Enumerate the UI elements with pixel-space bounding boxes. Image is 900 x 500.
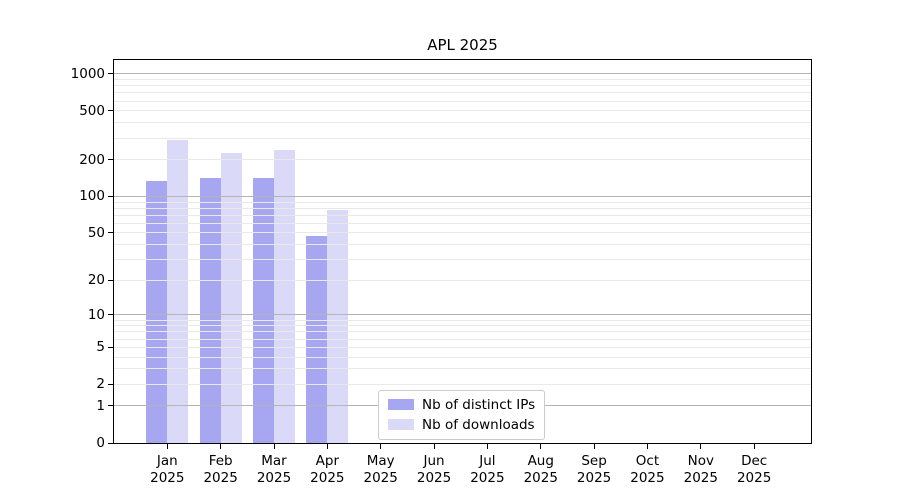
legend-item-downloads: Nb of downloads <box>388 416 535 433</box>
bar-downloads <box>220 152 242 443</box>
y-tick-mark <box>108 383 113 385</box>
x-tick-label: Jan 2025 <box>150 453 185 486</box>
x-tick-label: Apr 2025 <box>310 453 345 486</box>
x-tick-label: Feb 2025 <box>203 453 238 486</box>
x-tick-mark <box>646 444 648 449</box>
y-tick-label: 200 <box>79 151 105 168</box>
minor-gridline <box>114 319 811 321</box>
legend: Nb of distinct IPs Nb of downloads <box>378 390 546 440</box>
x-tick-mark <box>593 444 595 449</box>
minor-gridline <box>114 122 811 124</box>
minor-gridline <box>114 259 811 261</box>
x-tick-mark <box>433 444 435 449</box>
x-tick-mark <box>273 444 275 449</box>
minor-gridline <box>114 325 811 327</box>
minor-gridline <box>114 201 811 203</box>
major-gridline <box>114 73 811 75</box>
minor-gridline <box>114 346 811 348</box>
minor-gridline <box>114 331 811 333</box>
bar-distinct-ips <box>253 177 274 443</box>
x-tick-label: Nov 2025 <box>683 453 718 486</box>
x-tick-mark <box>753 444 755 449</box>
x-tick-mark <box>220 444 222 449</box>
x-tick-mark <box>540 444 542 449</box>
y-tick-mark <box>108 346 113 348</box>
x-tick-label: Aug 2025 <box>523 453 558 486</box>
bar-distinct-ips <box>146 180 168 443</box>
y-tick-mark <box>108 195 113 197</box>
x-tick-label: Sep 2025 <box>576 453 612 486</box>
minor-gridline <box>114 92 811 94</box>
y-tick-label: 5 <box>96 339 105 356</box>
minor-gridline <box>114 137 811 139</box>
y-tick-label: 10 <box>87 306 105 323</box>
minor-gridline <box>114 383 811 385</box>
grid-layer <box>114 60 811 443</box>
minor-gridline <box>114 85 811 87</box>
y-tick-mark <box>108 73 113 75</box>
legend-swatch-downloads <box>388 419 414 430</box>
bar-distinct-ips <box>306 236 328 443</box>
x-tick-mark <box>486 444 488 449</box>
legend-label-downloads: Nb of downloads <box>422 416 535 433</box>
y-tick-label: 1 <box>96 397 105 414</box>
minor-gridline <box>114 214 811 216</box>
bar-distinct-ips <box>199 177 221 443</box>
minor-gridline <box>114 207 811 209</box>
y-tick-label: 0 <box>96 435 105 451</box>
y-tick-mark <box>108 314 113 316</box>
y-tick-mark <box>108 405 113 407</box>
minor-gridline <box>114 279 811 281</box>
y-tick-mark <box>108 279 113 281</box>
x-tick-label: May 2025 <box>363 453 398 486</box>
y-tick-mark <box>108 159 113 161</box>
x-tick-label: Jul 2025 <box>470 453 505 486</box>
minor-gridline <box>114 222 811 224</box>
minor-gridline <box>114 356 811 358</box>
minor-gridline <box>114 338 811 340</box>
legend-swatch-distinct-ips <box>388 399 414 410</box>
y-tick-label: 20 <box>87 272 105 289</box>
y-tick-mark <box>108 232 113 234</box>
y-tick-label: 2 <box>96 376 105 393</box>
y-tick-label: 500 <box>79 102 105 119</box>
minor-gridline <box>114 100 811 102</box>
minor-gridline <box>114 79 811 81</box>
x-tick-label: Jun 2025 <box>416 453 452 486</box>
plot-area <box>113 59 812 444</box>
minor-gridline <box>114 159 811 161</box>
minor-gridline <box>114 368 811 370</box>
minor-gridline <box>114 244 811 246</box>
chart-title: APL 2025 <box>427 36 498 54</box>
y-tick-mark <box>108 110 113 112</box>
minor-gridline <box>114 232 811 234</box>
x-tick-mark <box>326 444 328 449</box>
y-tick-label: 100 <box>79 188 105 205</box>
y-tick-label: 50 <box>87 224 105 241</box>
y-tick-mark <box>108 442 113 444</box>
x-tick-label: Mar 2025 <box>256 453 292 486</box>
legend-item-distinct-ips: Nb of distinct IPs <box>388 396 535 413</box>
x-tick-mark <box>166 444 168 449</box>
y-tick-label: 1000 <box>70 65 105 82</box>
minor-gridline <box>114 110 811 112</box>
major-gridline <box>114 195 811 197</box>
x-tick-label: Oct 2025 <box>630 453 665 486</box>
major-gridline <box>114 314 811 316</box>
x-tick-mark <box>700 444 702 449</box>
x-tick-label: Dec 2025 <box>736 453 772 486</box>
x-tick-mark <box>380 444 382 449</box>
legend-label-distinct-ips: Nb of distinct IPs <box>422 396 536 413</box>
